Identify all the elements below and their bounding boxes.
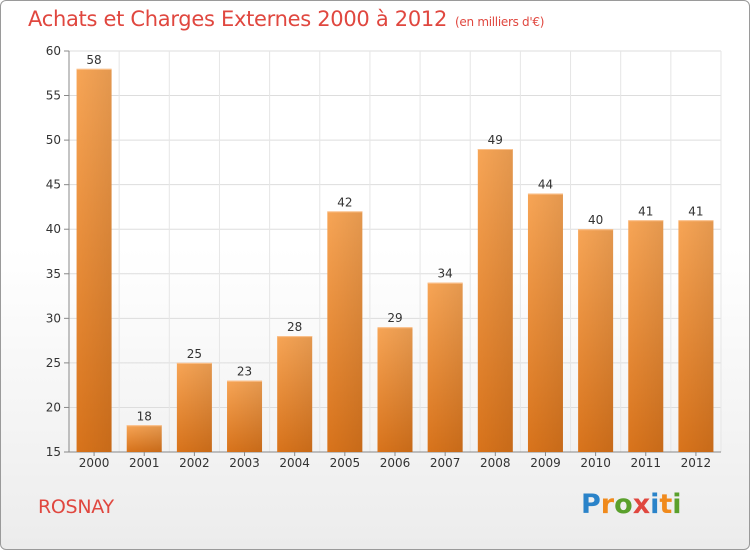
- bar-shade: [176, 362, 212, 452]
- y-tick-label: 20: [46, 400, 61, 414]
- y-tick-label: 55: [46, 89, 61, 103]
- x-tick-label: 2008: [480, 456, 511, 470]
- bar-shade: [527, 193, 563, 453]
- y-tick-label: 40: [46, 222, 61, 236]
- data-label: 28: [287, 320, 302, 334]
- y-tick-label: 15: [46, 445, 61, 459]
- bar-shade: [628, 220, 664, 452]
- x-tick-label: 2004: [279, 456, 310, 470]
- logo-letter: o: [614, 489, 633, 520]
- chart-subtitle: (en milliers d'€): [455, 15, 545, 29]
- bar-shade: [678, 220, 714, 452]
- chart-title-text: Achats et Charges Externes 2000 à 2012: [28, 7, 448, 31]
- bar-shade: [277, 336, 313, 452]
- y-tick-label: 25: [46, 356, 61, 370]
- y-tick-label: 60: [46, 44, 61, 58]
- proxiti-logo: Proxiti: [581, 489, 682, 520]
- bar-shade: [427, 282, 463, 452]
- data-label: 40: [588, 213, 603, 227]
- x-tick-label: 2009: [530, 456, 561, 470]
- chart-title: Achats et Charges Externes 2000 à 2012 (e…: [28, 7, 544, 31]
- logo-letter: x: [632, 489, 651, 520]
- data-label: 25: [187, 347, 202, 361]
- x-tick-label: 2011: [630, 456, 661, 470]
- logo-letter: t: [659, 489, 673, 520]
- x-tick-label: 2001: [129, 456, 160, 470]
- labels: 58 2000 18 2001 25 2002 23 2003 28 2004 42 2005 29 20…: [79, 53, 711, 470]
- logo-letter: i: [650, 489, 660, 520]
- bar-shade: [227, 380, 263, 452]
- data-label: 44: [538, 178, 553, 192]
- data-label: 42: [337, 195, 352, 209]
- data-label: 49: [488, 133, 503, 147]
- logo-letter: r: [600, 489, 615, 520]
- x-tick-label: 2003: [229, 456, 260, 470]
- data-label: 18: [137, 409, 152, 423]
- y-tick-label: 30: [46, 311, 61, 325]
- data-label: 34: [438, 267, 453, 281]
- logo-letter: P: [581, 489, 601, 520]
- x-tick-label: 2000: [79, 456, 110, 470]
- y-tick-label: 50: [46, 133, 61, 147]
- bar-shade: [578, 229, 614, 452]
- x-tick-label: 2005: [330, 456, 361, 470]
- data-label: 58: [86, 53, 101, 67]
- data-label: 23: [237, 365, 252, 379]
- y-tick-label: 45: [46, 178, 61, 192]
- logo-letter: i: [672, 489, 682, 520]
- data-label: 41: [638, 204, 653, 218]
- x-tick-label: 2007: [430, 456, 461, 470]
- commune-name: ROSNAY: [38, 496, 114, 518]
- bar-shade: [377, 327, 413, 452]
- bar-shade: [327, 211, 363, 452]
- bar-shade: [126, 425, 162, 452]
- x-tick-label: 2006: [380, 456, 411, 470]
- bar-shade: [477, 149, 513, 452]
- x-tick-label: 2010: [580, 456, 611, 470]
- x-tick-label: 2002: [179, 456, 210, 470]
- x-tick-label: 2012: [681, 456, 712, 470]
- bar-shade: [76, 68, 112, 453]
- data-label: 41: [688, 204, 703, 218]
- data-label: 29: [387, 311, 402, 325]
- bars: [76, 68, 714, 453]
- y-tick-label: 35: [46, 267, 61, 281]
